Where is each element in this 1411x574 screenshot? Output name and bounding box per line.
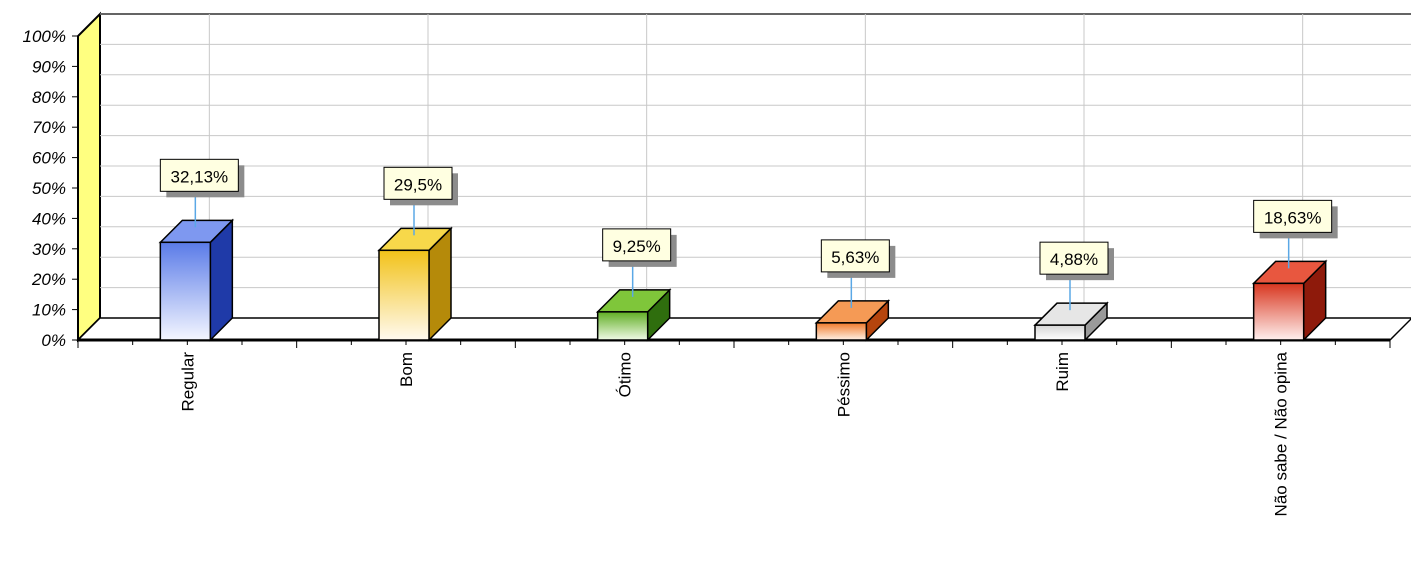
axes xyxy=(72,35,1391,348)
x-category-label: Ruim xyxy=(1053,352,1072,392)
bar-5 xyxy=(1251,259,1328,342)
bar-1 xyxy=(377,226,453,342)
left-wall xyxy=(77,11,101,343)
data-label-text: 9,25% xyxy=(613,237,661,256)
x-category-labels: Regular Bom Ótimo Péssimo Ruim Não sabe / Não… xyxy=(178,351,1290,516)
y-tick-label: 60% xyxy=(32,149,66,168)
data-label-2: 9,25% xyxy=(602,228,677,297)
data-label-text: 29,5% xyxy=(394,175,442,194)
data-label-3: 5,63% xyxy=(820,239,896,308)
label-box xyxy=(820,239,890,273)
y-tick-label: 0% xyxy=(41,331,66,350)
bar-3 xyxy=(814,299,891,342)
label-box xyxy=(1039,241,1109,275)
data-label-0: 32,13% xyxy=(159,158,245,228)
bar-4 xyxy=(1033,301,1109,342)
bar-front xyxy=(378,249,430,341)
chart-back-wall xyxy=(77,11,1411,343)
data-label-5: 18,63% xyxy=(1253,199,1338,269)
chart-floor xyxy=(76,317,1411,341)
x-category-label: Não sabe / Não opina xyxy=(1272,351,1291,516)
y-tick-label: 30% xyxy=(32,240,66,259)
x-category-label: Ótimo xyxy=(616,352,635,397)
bar-front xyxy=(1034,324,1086,341)
y-tick-label: 80% xyxy=(32,88,66,107)
label-box xyxy=(602,228,672,262)
data-label-1: 29,5% xyxy=(383,166,458,236)
bar-0 xyxy=(158,218,235,342)
bar-front xyxy=(159,241,212,341)
y-tick-label: 10% xyxy=(32,301,66,320)
data-label-text: 18,63% xyxy=(1264,208,1322,227)
label-box xyxy=(383,166,453,200)
data-label-text: 4,88% xyxy=(1050,250,1098,269)
data-label-4: 4,88% xyxy=(1039,241,1114,311)
data-labels: 32,13% 29,5% 9,25% 5,63% 4,88% 18,63% xyxy=(159,158,1338,311)
x-category-label: Bom xyxy=(397,352,416,387)
label-box xyxy=(159,158,239,192)
y-tick-label: 40% xyxy=(32,209,66,228)
bar-front xyxy=(596,311,649,341)
y-tick-label: 90% xyxy=(32,57,66,76)
x-category-label: Péssimo xyxy=(834,352,853,417)
bar-front xyxy=(1252,282,1305,341)
x-category-label: Regular xyxy=(178,352,197,412)
y-tick-label: 50% xyxy=(32,179,66,198)
bar-front xyxy=(815,322,868,341)
y-tick-labels: 0% 10% 20% 30% 40% 50% 60% 70% 80% 90% 100% xyxy=(23,27,66,350)
data-label-text: 5,63% xyxy=(831,248,879,267)
y-tick-label: 70% xyxy=(32,118,66,137)
bar-2 xyxy=(595,288,672,342)
y-tick-label: 100% xyxy=(23,27,66,46)
bars xyxy=(158,218,1328,342)
grid-lines xyxy=(100,13,1411,318)
y-tick-label: 20% xyxy=(31,270,66,289)
data-label-text: 32,13% xyxy=(170,167,228,186)
label-box xyxy=(1253,199,1333,233)
floor-plane xyxy=(76,317,1411,341)
